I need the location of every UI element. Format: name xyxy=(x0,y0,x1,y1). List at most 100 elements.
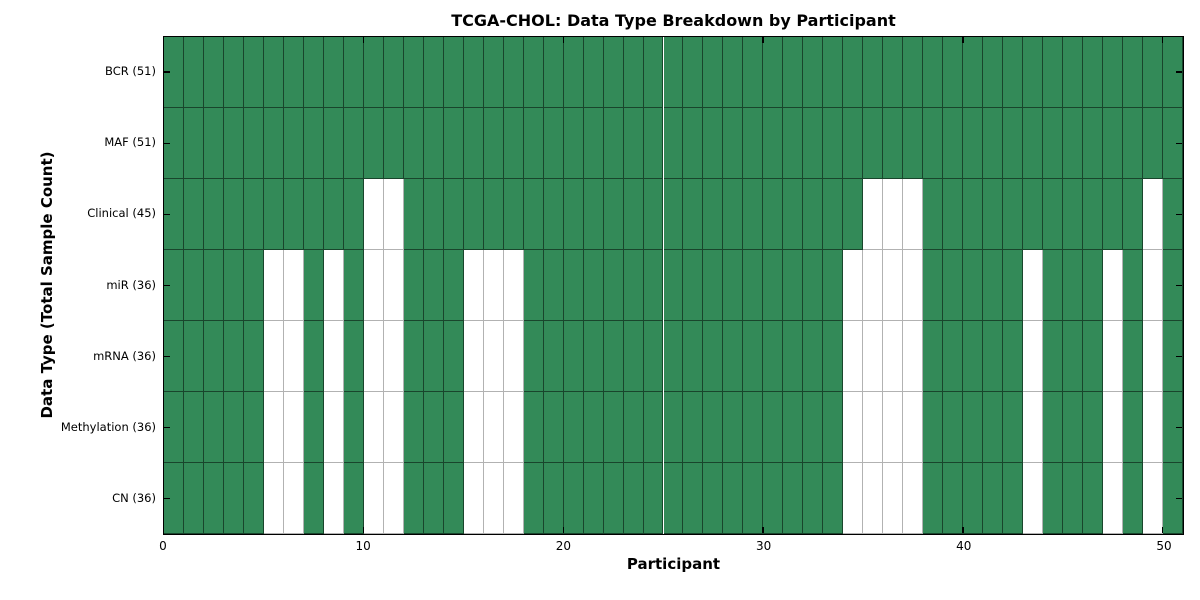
heatmap-cell xyxy=(164,392,184,463)
heatmap-cell xyxy=(763,37,784,108)
heatmap-cell xyxy=(1003,37,1024,108)
heatmap-cell xyxy=(683,321,704,392)
heatmap-cell xyxy=(623,392,644,463)
heatmap-cell xyxy=(583,463,604,534)
heatmap-cell xyxy=(383,463,404,534)
heatmap-cell xyxy=(1043,179,1064,250)
x-tick-label: 30 xyxy=(755,539,772,553)
y-tick-left xyxy=(164,71,170,73)
heatmap-cell xyxy=(523,250,544,321)
heatmap-cell xyxy=(723,392,744,463)
heatmap-cell xyxy=(183,463,204,534)
heatmap-cell xyxy=(283,108,304,179)
heatmap-cell xyxy=(463,37,484,108)
heatmap-cell xyxy=(783,321,804,392)
heatmap-cell xyxy=(303,108,324,179)
heatmap-cell xyxy=(483,108,504,179)
heatmap-cell xyxy=(703,37,724,108)
heatmap-cell xyxy=(503,392,524,463)
heatmap-cell xyxy=(523,463,544,534)
heatmap-cell xyxy=(303,463,324,534)
y-tick-label: miR (36) xyxy=(106,277,156,292)
heatmap-cell xyxy=(1023,250,1044,321)
heatmap-cell xyxy=(743,250,764,321)
heatmap-cell xyxy=(1123,250,1144,321)
heatmap-cell xyxy=(223,179,244,250)
heatmap-cell xyxy=(583,392,604,463)
heatmap-cell xyxy=(983,179,1004,250)
heatmap-cell xyxy=(1023,392,1044,463)
heatmap-cell xyxy=(563,108,584,179)
heatmap-cell xyxy=(1023,37,1044,108)
heatmap-cell xyxy=(1083,463,1104,534)
heatmap-cell xyxy=(843,37,864,108)
heatmap-cell xyxy=(783,463,804,534)
heatmap-cell xyxy=(903,250,924,321)
heatmap-cell xyxy=(363,37,384,108)
heatmap-cell xyxy=(603,321,624,392)
heatmap-cell xyxy=(903,463,924,534)
y-tick-label: Methylation (36) xyxy=(60,420,156,435)
heatmap-cell xyxy=(923,250,944,321)
heatmap-cell xyxy=(203,392,224,463)
heatmap-cell xyxy=(323,37,344,108)
heatmap-cell xyxy=(203,108,224,179)
heatmap-cell xyxy=(943,37,964,108)
heatmap-cell xyxy=(243,108,264,179)
heatmap-cell xyxy=(923,392,944,463)
heatmap-cell xyxy=(883,321,904,392)
y-tick-left xyxy=(164,426,170,428)
heatmap-cell xyxy=(443,37,464,108)
heatmap-cell xyxy=(1023,463,1044,534)
heatmap-cell xyxy=(643,37,664,108)
heatmap-cell xyxy=(983,392,1004,463)
heatmap-cell xyxy=(1003,392,1024,463)
heatmap-cell xyxy=(383,250,404,321)
heatmap-cell xyxy=(903,179,924,250)
heatmap-cell xyxy=(183,37,204,108)
heatmap-cell xyxy=(843,108,864,179)
heatmap-cell xyxy=(323,108,344,179)
heatmap-cell xyxy=(363,179,384,250)
heatmap-cell xyxy=(563,250,584,321)
heatmap-cell xyxy=(164,321,184,392)
heatmap-cell xyxy=(963,37,984,108)
heatmap-cell xyxy=(803,463,824,534)
heatmap-cell xyxy=(1083,108,1104,179)
heatmap-cell xyxy=(423,321,444,392)
heatmap-cell xyxy=(643,321,664,392)
heatmap-cell xyxy=(1083,392,1104,463)
heatmap-cell xyxy=(743,179,764,250)
heatmap-cell xyxy=(363,392,384,463)
heatmap-cell xyxy=(543,392,564,463)
heatmap-cell xyxy=(723,321,744,392)
x-tick-top xyxy=(1162,37,1164,43)
heatmap-cell xyxy=(283,321,304,392)
heatmap-cell xyxy=(803,250,824,321)
heatmap-cell xyxy=(643,108,664,179)
heatmap-cell xyxy=(983,108,1004,179)
heatmap-cell xyxy=(703,321,724,392)
heatmap-cell xyxy=(603,179,624,250)
heatmap-cell xyxy=(403,37,424,108)
heatmap-cell xyxy=(943,179,964,250)
heatmap-cell xyxy=(463,179,484,250)
heatmap-cell xyxy=(263,37,284,108)
heatmap-cell xyxy=(963,463,984,534)
x-tick-bottom xyxy=(163,527,165,533)
heatmap-cell xyxy=(643,179,664,250)
heatmap-cell xyxy=(1043,463,1064,534)
heatmap-cell xyxy=(1143,179,1163,250)
x-tick-label: 50 xyxy=(1156,539,1172,553)
x-tick-label: 20 xyxy=(555,539,572,553)
heatmap-cell xyxy=(443,250,464,321)
heatmap-cell xyxy=(1063,321,1084,392)
heatmap-cell xyxy=(603,392,624,463)
x-tick-bottom xyxy=(762,527,764,533)
y-tick-left xyxy=(164,142,170,144)
heatmap-cell xyxy=(243,463,264,534)
heatmap-cell xyxy=(463,108,484,179)
heatmap-cell xyxy=(363,321,384,392)
heatmap-cell xyxy=(783,179,804,250)
heatmap-cell xyxy=(863,392,884,463)
